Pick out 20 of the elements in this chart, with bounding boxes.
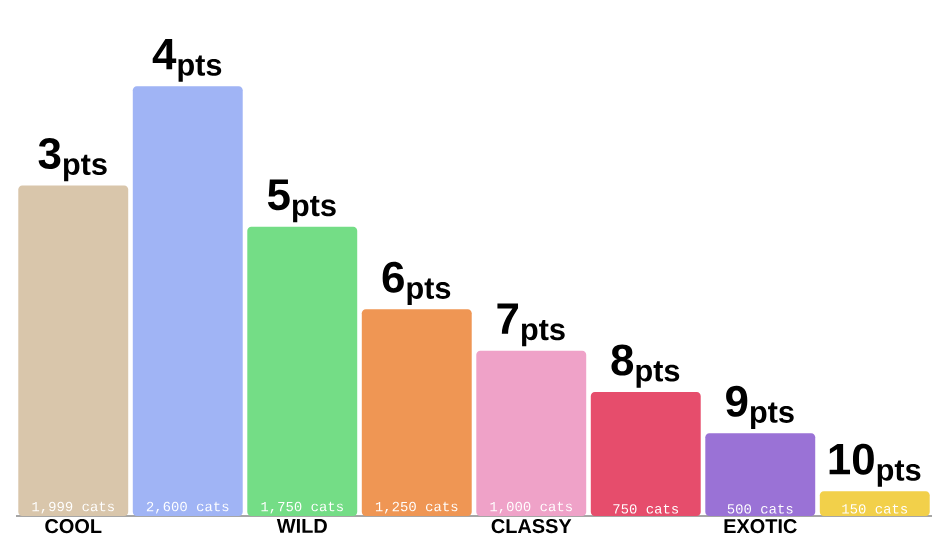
bar	[18, 185, 129, 516]
x-tick-label: WILD	[276, 519, 327, 533]
bar	[819, 491, 930, 516]
annotation: 3$_{pts}$	[38, 137, 107, 182]
bar	[705, 433, 816, 516]
annotation: 6$_{pts}$	[382, 261, 451, 305]
bar	[361, 309, 472, 516]
annotation: 7$_{pts}$	[497, 303, 565, 347]
bar	[132, 86, 243, 516]
bar	[247, 226, 358, 516]
annotation: 5$_{pts}$	[267, 179, 336, 223]
bar	[476, 350, 587, 516]
x-tick-label: COOL	[45, 519, 102, 534]
annotation: 4$_{pts}$	[152, 39, 222, 82]
x-tick-label: CLASSY	[491, 519, 572, 534]
annotation: 8$_{pts}$	[611, 344, 680, 388]
x-tick-label: EXOTIC	[724, 519, 797, 534]
annotation: 10$_{pts}$	[829, 443, 921, 487]
bar	[590, 392, 701, 516]
annotation: 9$_{pts}$	[726, 385, 794, 429]
